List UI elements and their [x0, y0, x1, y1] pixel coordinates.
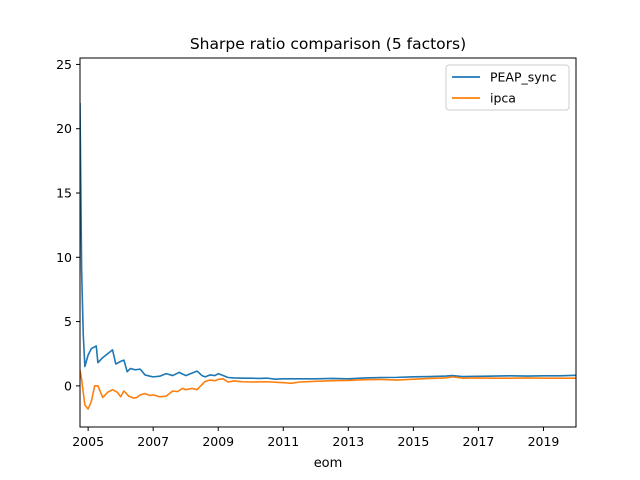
x-axis: 2005 2007 2009 2011 2013 2015 2017 2019	[72, 427, 559, 449]
x-axis-label: eom	[314, 456, 343, 471]
legend-label-ipca: ipca	[490, 91, 516, 106]
x-tick-label: 2011	[267, 434, 299, 449]
legend-label-PEAP_sync: PEAP_sync	[490, 70, 557, 85]
y-axis: 0 5 10 15 20 25	[56, 57, 80, 393]
x-tick-label: 2017	[463, 434, 495, 449]
series-line-PEAP_sync	[80, 102, 576, 380]
plot-area	[80, 102, 576, 410]
series-line-ipca	[80, 370, 576, 410]
x-tick-label: 2019	[528, 434, 560, 449]
x-tick-label: 2015	[397, 434, 429, 449]
y-tick-label: 20	[56, 121, 72, 136]
y-tick-label: 10	[56, 250, 72, 265]
x-tick-label: 2007	[137, 434, 169, 449]
y-tick-label: 5	[64, 314, 72, 329]
axes-frame	[79, 57, 577, 428]
y-tick-label: 0	[64, 378, 72, 393]
chart-title: Sharpe ratio comparison (5 factors)	[190, 35, 466, 53]
x-tick-label: 2005	[72, 434, 104, 449]
x-tick-label: 2013	[332, 434, 364, 449]
y-tick-label: 15	[56, 186, 72, 201]
y-tick-label: 25	[56, 57, 72, 72]
x-tick-label: 2009	[202, 434, 234, 449]
